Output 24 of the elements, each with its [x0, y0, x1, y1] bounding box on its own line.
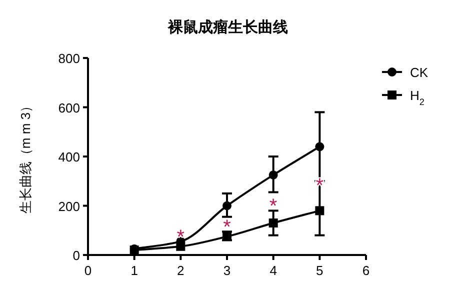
x-tick-label: 5 [316, 263, 324, 278]
chart-title: 裸鼠成瘤生长曲线 [167, 18, 288, 36]
y-tick-label: 0 [72, 248, 80, 263]
x-tick-label: 6 [362, 263, 370, 278]
point [315, 206, 324, 216]
legend-label: H$_{2}$ [410, 88, 424, 107]
y-tick-label: 800 [58, 51, 80, 66]
point [315, 142, 324, 152]
x-tick-label: 4 [270, 263, 277, 278]
x-tick-label: 1 [130, 263, 138, 278]
y-tick-label: 400 [58, 150, 80, 164]
point [268, 170, 278, 180]
y-tick-label: 200 [58, 198, 80, 214]
legend-label: CK [410, 65, 428, 80]
y-axis-title: 生长曲线（m m 3） [18, 99, 33, 214]
annotation: * [176, 226, 185, 248]
annotation: * [223, 216, 232, 239]
x-tick-label: 3 [223, 263, 231, 278]
x-tick-label: 2 [177, 263, 184, 278]
point [222, 201, 232, 210]
y-tick-label: 600 [58, 100, 80, 116]
annotation: * [269, 195, 278, 218]
point [268, 218, 278, 228]
x-tick-label: 0 [84, 263, 92, 278]
